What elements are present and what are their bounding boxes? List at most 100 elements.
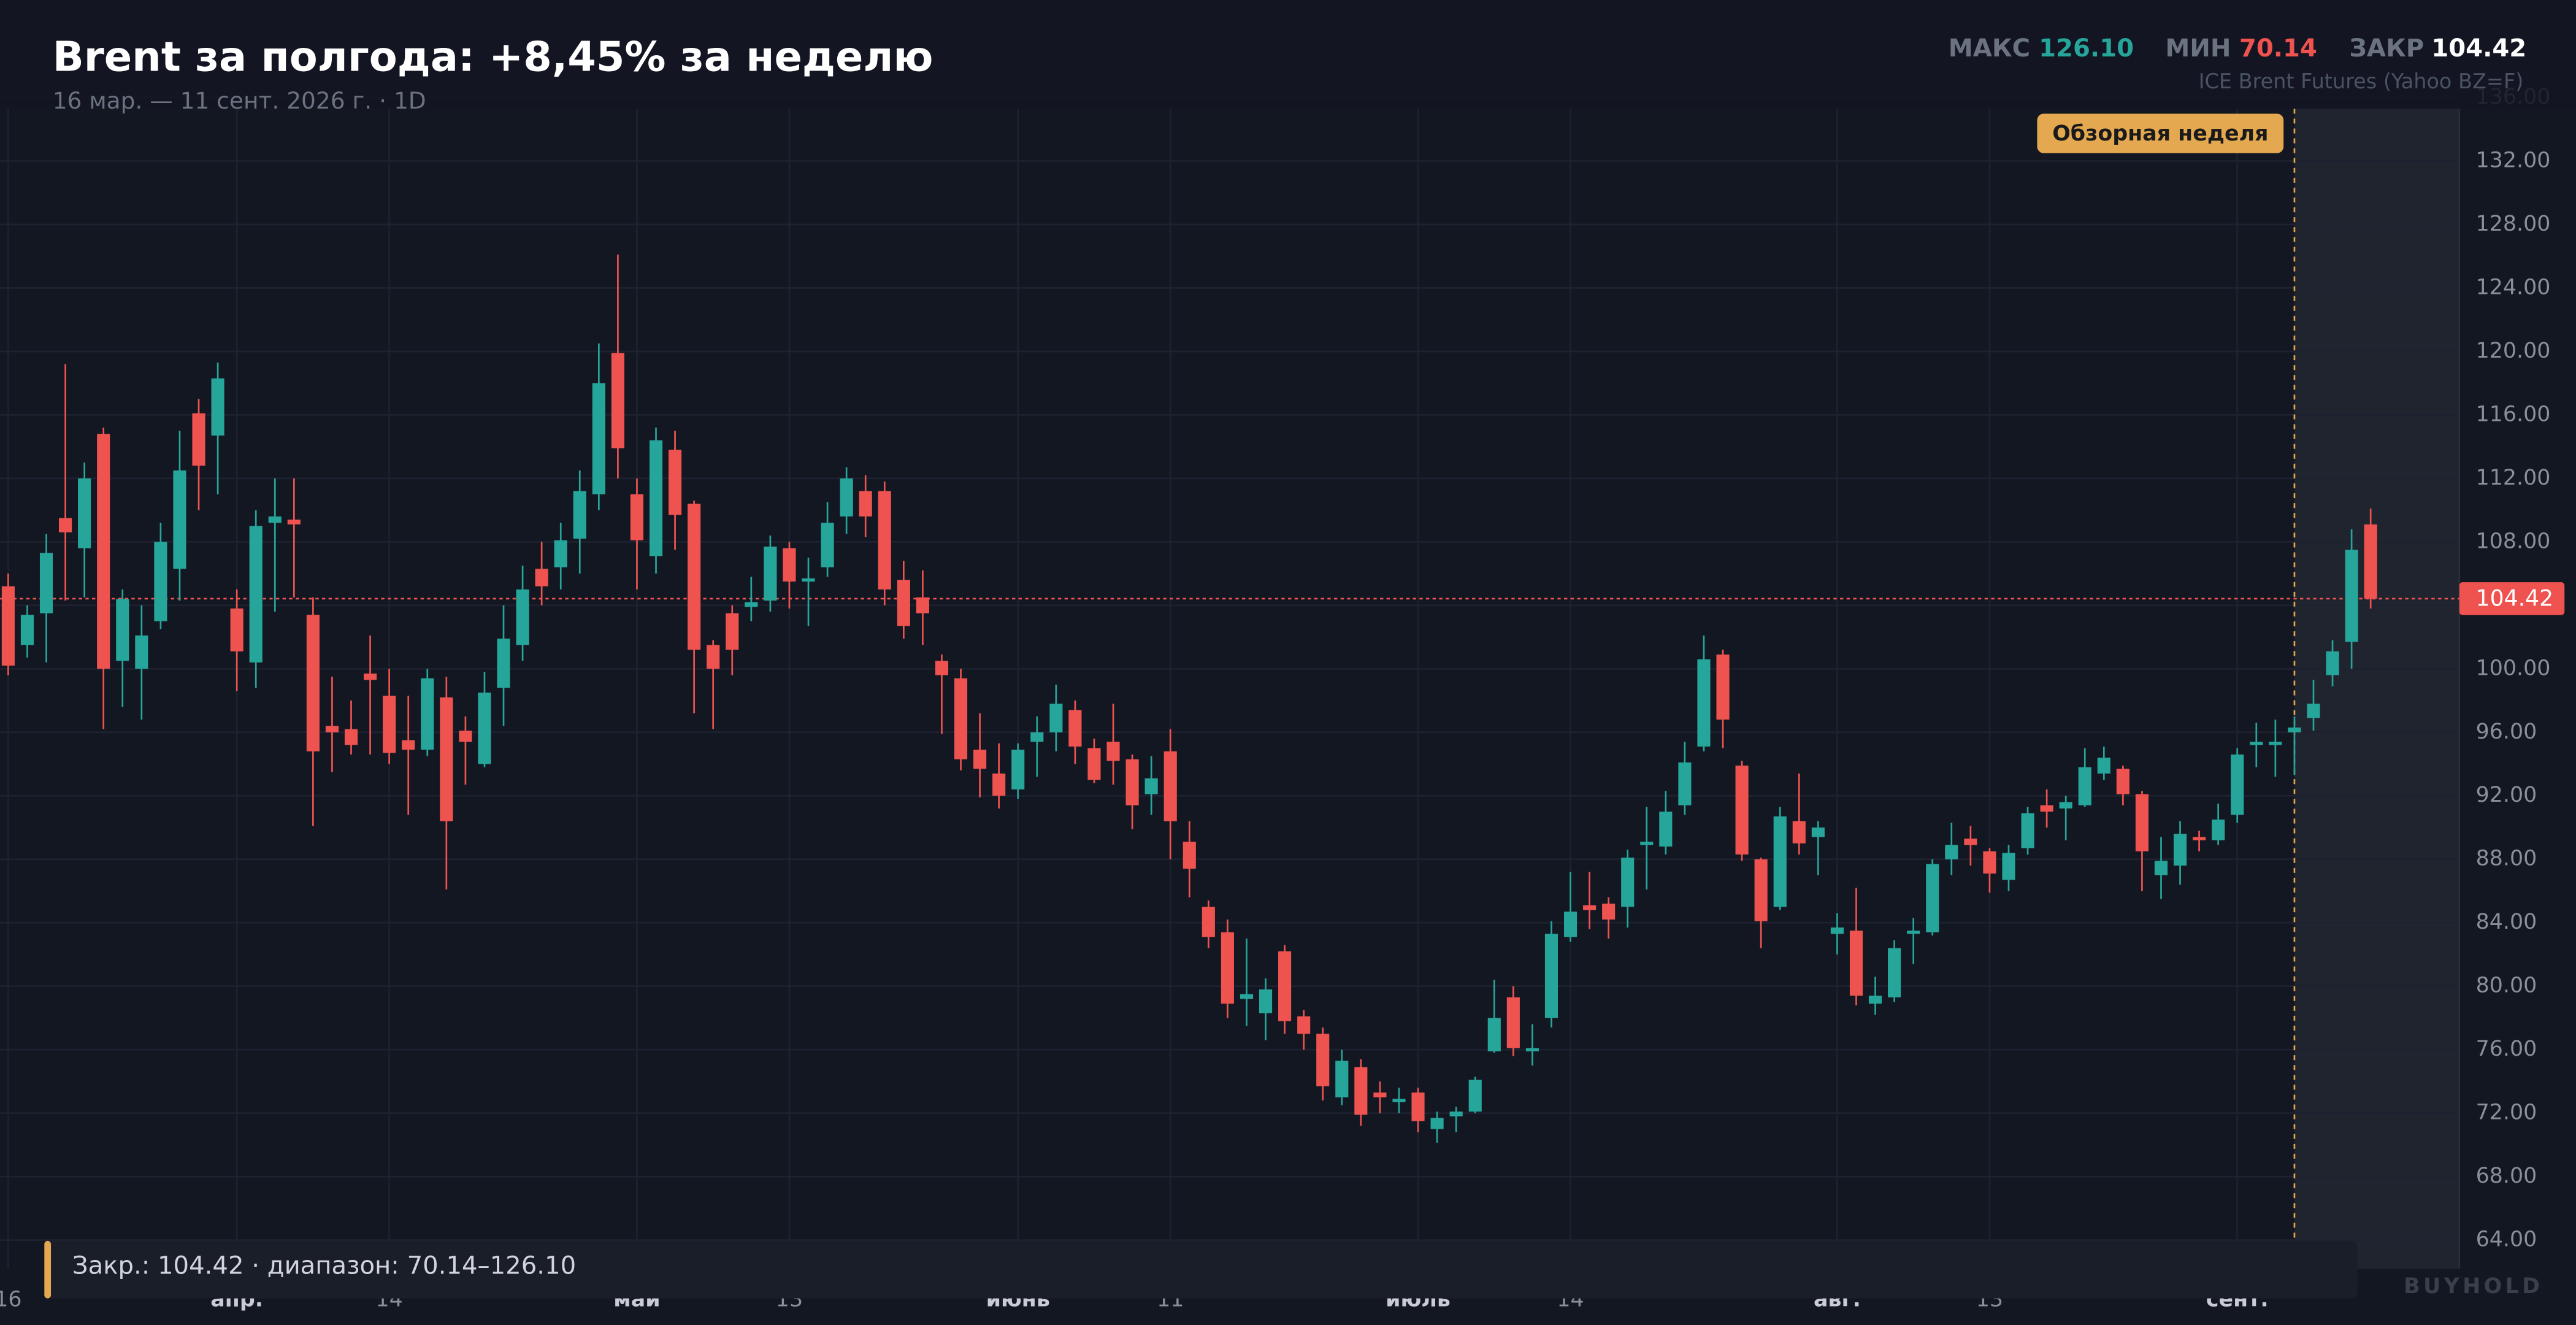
candle-body (20, 615, 34, 645)
candle-body (2002, 853, 2015, 880)
y-tick-label: 88.00 (2476, 847, 2537, 871)
candle-body (1811, 827, 1825, 837)
y-tick-label: 80.00 (2476, 974, 2537, 998)
candle-body (1525, 1048, 1539, 1051)
candle-body (325, 726, 339, 732)
candle-body (39, 553, 53, 613)
candle-body (1659, 812, 1673, 847)
candle-body (1373, 1093, 1387, 1097)
footer-text: Закр.: 104.42 · диапазон: 70.14–126.10 (72, 1252, 576, 1280)
source: ICE Brent Futures (Yahoo BZ=F) (2199, 69, 2524, 93)
candle-body (669, 450, 682, 515)
candle-body (1030, 732, 1044, 742)
y-tick-label: 120.00 (2476, 339, 2551, 363)
candle-body (1125, 759, 1139, 805)
chart-title: Brent за полгода: +8,45% за неделю (53, 33, 933, 81)
candle-body (383, 696, 396, 753)
candle-body (2307, 704, 2320, 718)
candle-body (1792, 821, 1806, 843)
highlight-zone (2294, 109, 2459, 1269)
y-tick-label: 124.00 (2476, 275, 2551, 299)
y-tick-label: 76.00 (2476, 1037, 2537, 1061)
candle-body (2231, 754, 2244, 815)
candle-body (1830, 927, 1844, 934)
candle-body (2364, 524, 2377, 599)
candle-body (1487, 1018, 1501, 1051)
candle-body (1259, 989, 1273, 1013)
candle-body (783, 548, 796, 582)
candle-body (1163, 751, 1177, 821)
plot-area: 64.00 68.00 72.00 76.00 80.00 84.00 88.00 92.00… (0, 85, 2565, 1312)
stat-label: МАКС (1949, 34, 2030, 63)
candle-body (1983, 851, 1996, 874)
candle-body (1678, 762, 1692, 805)
watermark: BUYHOLD (2404, 1274, 2543, 1299)
candle-body (554, 540, 567, 567)
stat-value: 70.14 (2239, 34, 2317, 63)
candle-body (1221, 932, 1234, 1004)
candle-body (1430, 1118, 1444, 1129)
candle-body (764, 547, 777, 601)
candle-body (1868, 996, 1882, 1004)
candle-body (1202, 907, 1215, 937)
candle-body (173, 470, 186, 569)
candle-body (573, 491, 586, 539)
candle-body (497, 639, 510, 688)
candle-body (2173, 834, 2187, 866)
candle-body (1468, 1080, 1482, 1112)
candle-body (154, 542, 167, 621)
candle-body (1773, 816, 1787, 907)
candle-body (1945, 845, 1958, 859)
candle-body (1297, 1016, 1311, 1034)
candle-body (859, 491, 872, 517)
candle-body (287, 520, 301, 524)
candle-body (2021, 813, 2034, 848)
candle-body (1449, 1112, 1463, 1116)
candle-body (97, 434, 110, 669)
candle-body (2078, 767, 2091, 805)
chart-subtitle: 16 мар. — 11 сент. 2026 г. · 1D (53, 87, 426, 114)
candle-body (230, 608, 243, 651)
y-tick-label: 132.00 (2476, 148, 2551, 172)
candle-body (2288, 728, 2301, 732)
candle-body (611, 353, 624, 448)
candle-body (649, 440, 663, 556)
y-tick-label: 68.00 (2476, 1164, 2537, 1188)
candle-body (992, 774, 1006, 796)
candle-body (707, 645, 720, 669)
candle-body (1716, 654, 1730, 720)
candle-body (688, 504, 701, 650)
candle-body (1640, 842, 1654, 845)
candle-body (268, 516, 282, 523)
candle-body (2193, 837, 2206, 840)
candle-body (192, 413, 205, 466)
y-tick-label: 92.00 (2476, 783, 2537, 807)
candle-body (2059, 802, 2072, 808)
y-tick-label: 128.00 (2476, 212, 2551, 236)
candle-body (2345, 550, 2358, 642)
y-tick-label: 100.00 (2476, 656, 2551, 680)
candle-body (1278, 951, 1292, 1021)
candle-body (1602, 904, 1616, 920)
candle-body (78, 478, 91, 548)
candle-body (364, 674, 377, 680)
y-tick-label: 112.00 (2476, 466, 2551, 490)
x-tick-label: 16 (0, 1287, 22, 1312)
candle-body (440, 697, 453, 821)
candle-body (516, 589, 529, 645)
candle-body (249, 526, 263, 662)
stat-label: МИН (2165, 34, 2231, 63)
candle-body (116, 599, 129, 661)
candle-body (1335, 1061, 1349, 1097)
candle-body (821, 523, 834, 567)
candle-body (802, 578, 815, 582)
candle-body (1754, 859, 1768, 921)
candle-body (59, 518, 72, 532)
candle-body (1240, 994, 1254, 999)
candle-body (135, 635, 148, 669)
candle-body (2269, 742, 2282, 745)
candle-body (2154, 861, 2168, 875)
candle-body (1068, 710, 1082, 747)
